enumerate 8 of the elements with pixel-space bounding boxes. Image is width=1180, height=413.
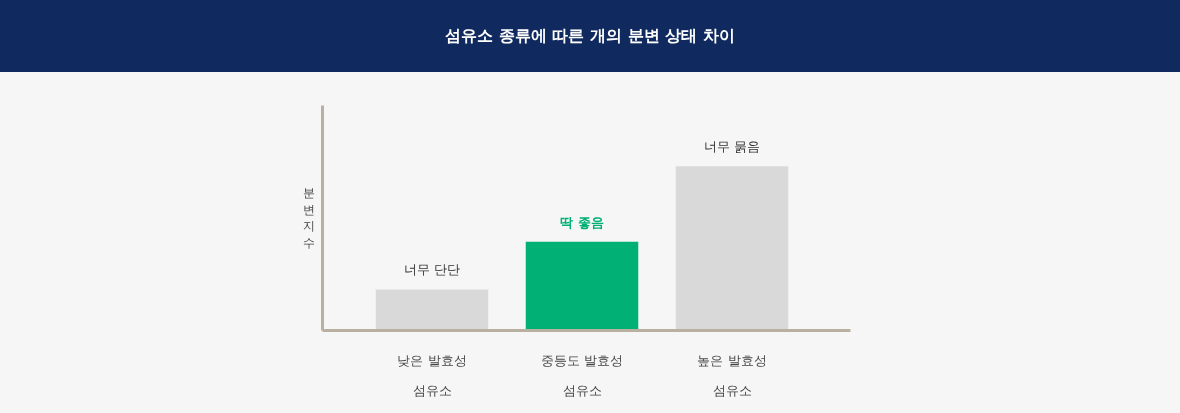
- chart-title: 섬유소 종류에 따른 개의 분변 상태 차이: [445, 24, 735, 47]
- annotation: 딱 좋음: [560, 214, 604, 230]
- x-tick-label: 높은 발효성 섬유소: [697, 352, 767, 398]
- annotation: 너무 묽음: [703, 139, 761, 155]
- y-axis-title: 분변지수: [302, 185, 315, 251]
- annotation: 너무 단단: [403, 262, 461, 278]
- x-tick-label: 중등도 발효성 섬유소: [540, 352, 624, 398]
- x-tick-label: 낮은 발효성 섬유소: [397, 352, 467, 398]
